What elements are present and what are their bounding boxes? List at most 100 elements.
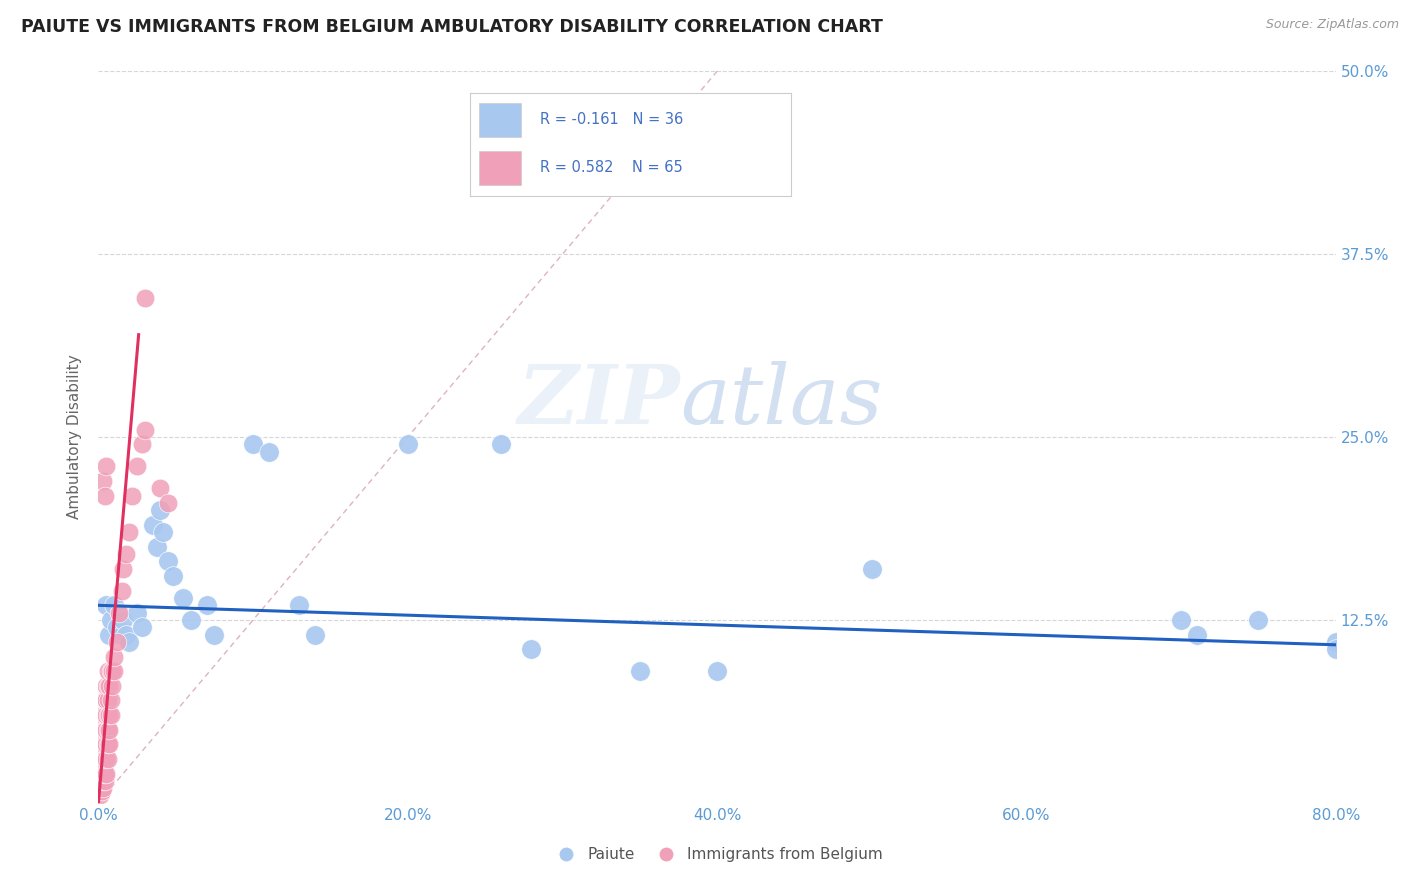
Point bbox=[97, 752, 120, 766]
Point bbox=[103, 649, 125, 664]
Point bbox=[860, 562, 883, 576]
Point bbox=[89, 773, 111, 788]
Point bbox=[91, 737, 114, 751]
Point bbox=[91, 781, 114, 796]
Point bbox=[100, 693, 122, 707]
Point bbox=[107, 606, 129, 620]
Point bbox=[103, 599, 125, 613]
Point bbox=[97, 737, 120, 751]
Point bbox=[90, 766, 112, 780]
Point bbox=[90, 752, 112, 766]
Point bbox=[706, 664, 728, 678]
Point bbox=[91, 773, 114, 788]
Text: atlas: atlas bbox=[681, 360, 883, 441]
Point bbox=[173, 591, 195, 605]
Point bbox=[111, 583, 134, 598]
Point bbox=[134, 291, 156, 305]
Point bbox=[127, 606, 149, 620]
Point bbox=[90, 759, 112, 773]
Point bbox=[195, 599, 218, 613]
Point bbox=[101, 664, 124, 678]
Point bbox=[149, 481, 172, 495]
Point bbox=[520, 642, 543, 657]
Point bbox=[91, 766, 114, 780]
Point bbox=[96, 766, 118, 780]
Point bbox=[93, 723, 115, 737]
Point bbox=[1247, 613, 1270, 627]
Point bbox=[89, 789, 111, 803]
Point bbox=[96, 693, 118, 707]
Point bbox=[288, 599, 311, 613]
Point bbox=[93, 766, 115, 780]
Point bbox=[96, 708, 118, 723]
Point bbox=[304, 627, 326, 641]
Point bbox=[91, 752, 114, 766]
Point bbox=[157, 554, 180, 568]
Point bbox=[180, 613, 202, 627]
Point bbox=[97, 708, 120, 723]
Point bbox=[91, 723, 114, 737]
Point bbox=[93, 737, 115, 751]
Point bbox=[97, 723, 120, 737]
Point bbox=[93, 773, 115, 788]
Point bbox=[101, 679, 124, 693]
Point bbox=[90, 745, 112, 759]
Point bbox=[98, 723, 121, 737]
Point bbox=[97, 693, 120, 707]
Point bbox=[1324, 642, 1347, 657]
Point bbox=[1170, 613, 1192, 627]
Point bbox=[91, 708, 114, 723]
Point bbox=[90, 784, 112, 798]
Point bbox=[98, 737, 121, 751]
Point bbox=[105, 635, 128, 649]
Point bbox=[118, 635, 141, 649]
Point bbox=[100, 708, 122, 723]
Point bbox=[146, 540, 169, 554]
Point bbox=[257, 444, 280, 458]
Point bbox=[127, 459, 149, 474]
Point bbox=[152, 525, 174, 540]
Point bbox=[89, 781, 111, 796]
Point bbox=[96, 737, 118, 751]
Point bbox=[204, 627, 226, 641]
Point bbox=[157, 496, 180, 510]
Point bbox=[96, 723, 118, 737]
Point bbox=[1185, 627, 1208, 641]
Point bbox=[131, 437, 153, 451]
Point bbox=[97, 679, 120, 693]
Point bbox=[98, 679, 121, 693]
Point bbox=[118, 525, 141, 540]
Point bbox=[162, 569, 184, 583]
Point bbox=[93, 708, 115, 723]
Point bbox=[97, 664, 120, 678]
Point bbox=[96, 679, 118, 693]
Point bbox=[91, 474, 114, 488]
Point bbox=[242, 437, 264, 451]
Text: Source: ZipAtlas.com: Source: ZipAtlas.com bbox=[1265, 18, 1399, 31]
Point bbox=[628, 664, 651, 678]
Point bbox=[134, 423, 156, 437]
Point bbox=[98, 708, 121, 723]
Point bbox=[121, 489, 143, 503]
Point bbox=[149, 503, 172, 517]
Point bbox=[108, 606, 131, 620]
Point bbox=[100, 664, 122, 678]
Point bbox=[112, 613, 135, 627]
Point bbox=[112, 562, 135, 576]
Point bbox=[100, 613, 122, 627]
Legend: Paiute, Immigrants from Belgium: Paiute, Immigrants from Belgium bbox=[546, 841, 889, 868]
Point bbox=[131, 620, 153, 634]
Point bbox=[91, 759, 114, 773]
Text: PAIUTE VS IMMIGRANTS FROM BELGIUM AMBULATORY DISABILITY CORRELATION CHART: PAIUTE VS IMMIGRANTS FROM BELGIUM AMBULA… bbox=[21, 18, 883, 36]
Point bbox=[93, 693, 115, 707]
Point bbox=[396, 437, 419, 451]
Point bbox=[96, 599, 118, 613]
Point bbox=[115, 627, 138, 641]
Point bbox=[489, 437, 512, 451]
Point bbox=[142, 517, 165, 532]
Point bbox=[90, 773, 112, 788]
Text: ZIP: ZIP bbox=[517, 360, 681, 441]
Point bbox=[98, 627, 121, 641]
Point bbox=[103, 664, 125, 678]
Y-axis label: Ambulatory Disability: Ambulatory Disability bbox=[67, 355, 83, 519]
